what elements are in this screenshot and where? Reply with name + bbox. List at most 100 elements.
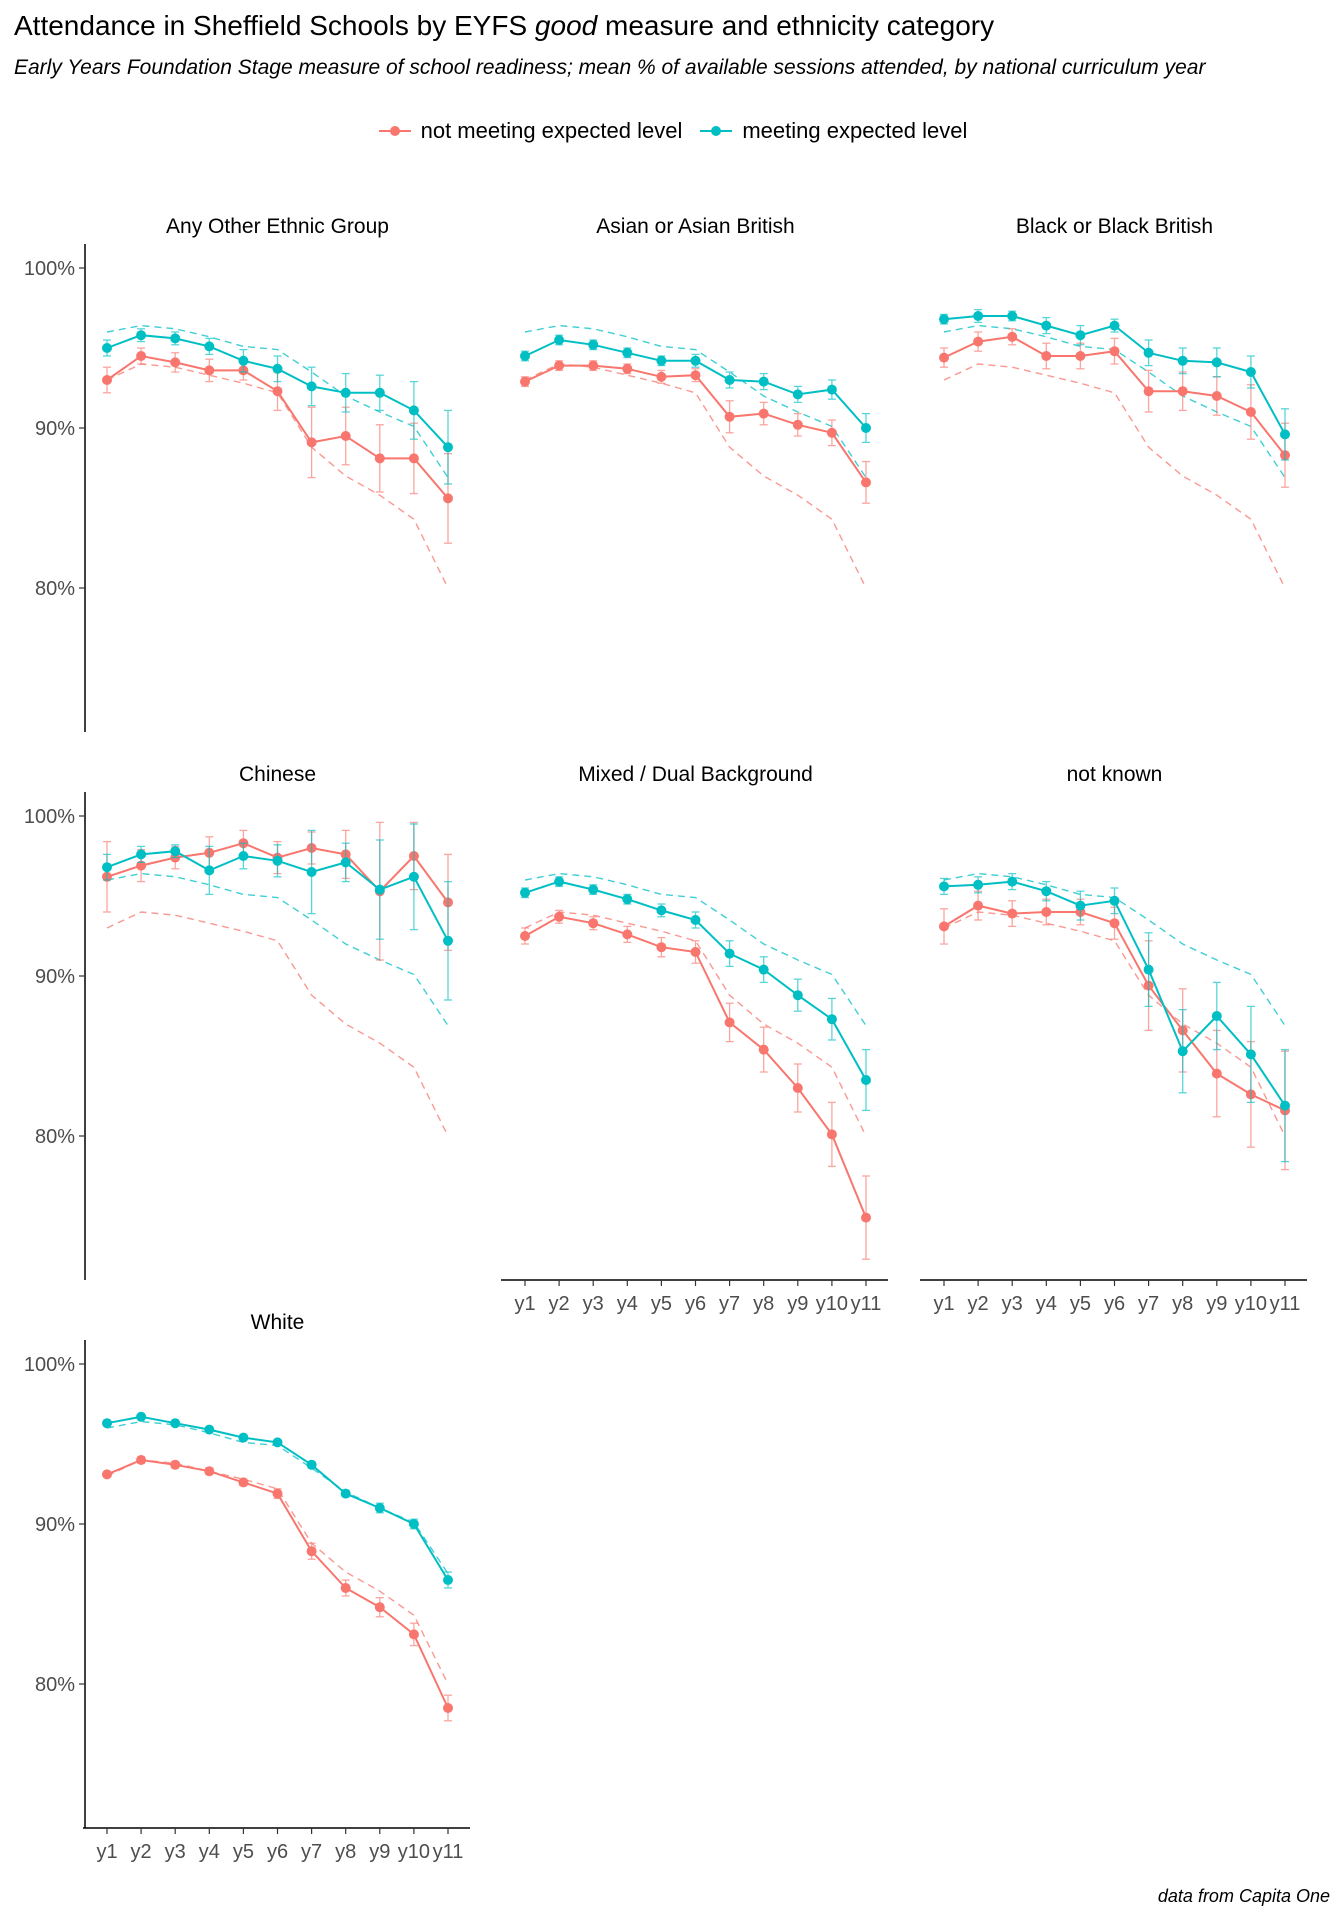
data-point-not-meeting xyxy=(520,931,530,941)
data-point-meeting xyxy=(102,862,112,873)
data-point-meeting xyxy=(204,865,215,876)
data-point-not-meeting xyxy=(973,900,984,911)
reference-line-not-meeting xyxy=(943,911,1286,1137)
data-point-not-meeting xyxy=(1245,407,1256,417)
x-tick-label: y7 xyxy=(719,1293,740,1315)
data-point-meeting xyxy=(1109,895,1120,906)
data-point-not-meeting xyxy=(792,1083,803,1093)
data-point-not-meeting xyxy=(306,1546,317,1557)
data-point-not-meeting xyxy=(272,1488,283,1499)
x-tick-label: y3 xyxy=(1002,1293,1023,1315)
facet-any-other-ethnic-group: Any Other Ethnic Group 80% 90% 100% xyxy=(24,215,453,732)
data-point-meeting xyxy=(724,948,735,959)
legend-label-meeting: meeting expected level xyxy=(742,118,968,143)
reference-line-meeting xyxy=(524,324,867,478)
series-line-meeting xyxy=(943,315,1286,435)
reference-line-meeting xyxy=(106,324,449,478)
x-tick-label: y5 xyxy=(233,1841,254,1863)
data-point-not-meeting xyxy=(204,365,215,376)
data-point-meeting xyxy=(622,894,633,905)
reference-line-not-meeting xyxy=(106,1459,449,1685)
data-point-meeting xyxy=(939,314,949,325)
facet-chinese: Chinese 80% 90% 100% xyxy=(24,763,453,1280)
data-point-not-meeting xyxy=(724,1017,735,1028)
data-point-not-meeting xyxy=(826,427,837,438)
x-tick-label: y9 xyxy=(787,1293,808,1315)
data-point-not-meeting xyxy=(408,453,419,464)
data-point-meeting xyxy=(554,335,565,345)
data-point-meeting xyxy=(136,330,147,341)
facet-mixed-dual-background: Mixed / Dual Background y1 y2 y3 y4 y5 y6 y7 y8 y… xyxy=(501,763,888,1315)
data-point-meeting xyxy=(443,935,453,946)
reference-line-not-meeting xyxy=(524,911,867,1137)
x-tick-label: y5 xyxy=(651,1293,672,1315)
data-point-not-meeting xyxy=(861,1212,871,1223)
data-point-meeting xyxy=(826,384,837,395)
data-point-meeting xyxy=(306,1459,317,1470)
data-point-not-meeting xyxy=(1109,346,1120,357)
data-point-meeting xyxy=(170,846,181,857)
data-point-meeting xyxy=(340,1488,351,1499)
data-point-meeting xyxy=(690,915,701,925)
data-point-meeting xyxy=(1007,876,1018,887)
data-point-not-meeting xyxy=(792,419,803,430)
data-point-meeting xyxy=(588,884,599,895)
x-tick-label: y11 xyxy=(433,1841,464,1863)
data-point-not-meeting xyxy=(826,1129,837,1140)
data-point-meeting xyxy=(758,964,769,975)
data-point-meeting xyxy=(520,351,530,361)
data-point-not-meeting xyxy=(374,1602,385,1613)
data-point-not-meeting xyxy=(861,477,871,488)
data-point-meeting xyxy=(204,1424,215,1435)
data-point-not-meeting xyxy=(656,942,667,953)
legend: not meeting expected level meeting expec… xyxy=(0,118,1344,144)
data-point-not-meeting xyxy=(758,408,769,419)
data-point-meeting xyxy=(102,343,112,353)
x-tick-label: y8 xyxy=(1172,1293,1193,1315)
y-tick-label: 90% xyxy=(35,418,75,440)
data-point-meeting xyxy=(170,333,181,344)
x-tick-label: y4 xyxy=(1036,1293,1057,1315)
reference-line-not-meeting xyxy=(524,363,867,589)
data-point-not-meeting xyxy=(1211,391,1222,401)
data-point-meeting xyxy=(861,423,871,433)
data-point-meeting xyxy=(136,849,147,860)
x-tick-label: y9 xyxy=(369,1841,390,1863)
data-point-not-meeting xyxy=(136,351,147,361)
data-point-meeting xyxy=(1245,1049,1256,1060)
reference-line-meeting xyxy=(106,872,449,1026)
x-tick-label: y8 xyxy=(753,1293,774,1315)
x-tick-label: y2 xyxy=(131,1841,152,1863)
chart-subtitle: Early Years Foundation Stage measure of … xyxy=(14,56,1206,79)
data-point-meeting xyxy=(1177,355,1188,366)
reference-line-not-meeting xyxy=(943,363,1286,589)
data-point-meeting xyxy=(1211,1011,1222,1021)
facet-black-or-black-british: Black or Black British xyxy=(939,215,1290,589)
data-point-not-meeting xyxy=(272,386,283,397)
data-point-meeting xyxy=(554,876,565,887)
data-point-not-meeting xyxy=(1211,1068,1222,1079)
reference-line-not-meeting xyxy=(106,363,449,589)
x-tick-label: y6 xyxy=(267,1841,288,1863)
data-point-not-meeting xyxy=(170,1459,181,1470)
series-line-meeting xyxy=(524,338,867,429)
data-point-not-meeting xyxy=(340,1583,351,1593)
data-point-meeting xyxy=(1143,964,1154,975)
data-point-meeting xyxy=(340,387,351,398)
facet-title: White xyxy=(251,1311,305,1334)
legend-key-not-meeting-icon xyxy=(378,126,411,136)
facet-title: not known xyxy=(1067,763,1163,786)
data-point-meeting xyxy=(758,376,769,387)
legend-item-meeting: meeting expected level xyxy=(698,118,967,144)
data-point-not-meeting xyxy=(724,411,735,422)
data-point-not-meeting xyxy=(306,437,317,448)
x-tick-label: y1 xyxy=(96,1841,117,1863)
data-point-meeting xyxy=(374,884,385,895)
y-tick-label: 90% xyxy=(35,966,75,988)
data-point-meeting xyxy=(1177,1046,1188,1057)
x-tick-label: y7 xyxy=(1138,1293,1159,1315)
data-point-meeting xyxy=(408,405,419,416)
data-point-meeting xyxy=(1041,886,1052,897)
data-point-not-meeting xyxy=(374,453,385,464)
x-tick-label: y6 xyxy=(685,1293,706,1315)
